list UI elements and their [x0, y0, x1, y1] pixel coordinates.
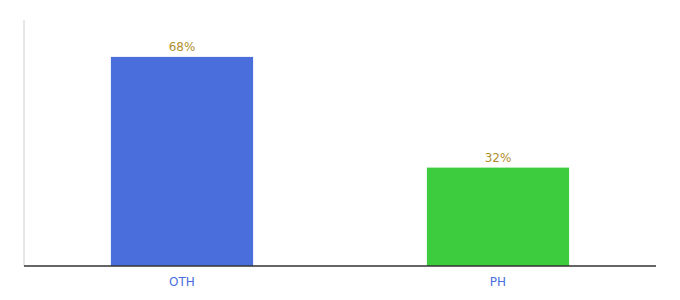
plot-area: OTH PH 68% 32% [24, 20, 656, 289]
x-axis-line [24, 265, 656, 267]
chart-svg: OTH PH 68% 32% [0, 0, 680, 300]
data-label: 68% [169, 40, 196, 54]
bar [111, 57, 253, 266]
chart-container: OTH PH 68% 32% [0, 0, 680, 300]
data-label: 32% [485, 151, 512, 165]
y-axis-line [24, 20, 25, 266]
bars [111, 57, 569, 266]
x-tick-label: PH [490, 275, 506, 289]
bar [427, 168, 569, 266]
x-tick-label: OTH [169, 275, 195, 289]
